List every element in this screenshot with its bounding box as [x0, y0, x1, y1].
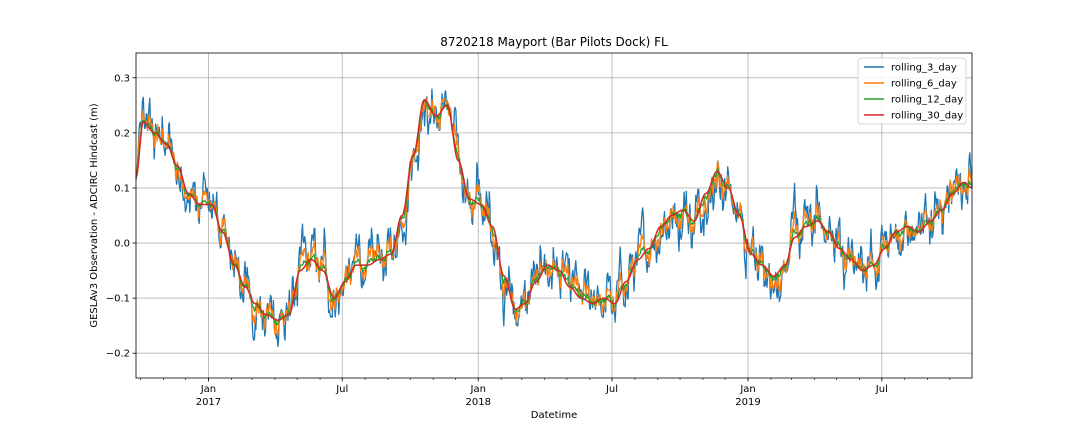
series-lines	[135, 88, 973, 348]
legend-label: rolling_30_day	[891, 111, 963, 122]
y-tick-label: 0.1	[114, 183, 130, 194]
x-tick-label: Jul	[335, 384, 348, 395]
x-axis: Jan 2017 Jul Jan 2018 Jul Jan 2019 Jul	[140, 378, 951, 408]
x-tick-label: Jul	[605, 384, 618, 395]
legend-box	[857, 57, 967, 125]
y-tick-label: 0.2	[114, 128, 130, 139]
grid-lines	[136, 53, 972, 378]
y-tick-label: 0.3	[114, 73, 130, 84]
x-tick-label: Jan	[200, 384, 216, 395]
x-tick-label: Jul	[875, 384, 888, 395]
series-line-rolling-30-day	[135, 99, 973, 321]
chart-title: 8720218 Mayport (Bar Pilots Dock) FL	[440, 35, 668, 49]
y-axis-label: GESLAv3 Observation - ADCIRC Hindcast (m…	[89, 103, 100, 327]
y-tick-label: −0.1	[106, 294, 130, 305]
legend-label: rolling_12_day	[891, 95, 963, 106]
legend: rolling_3_day rolling_6_day rolling_12_day…	[857, 57, 967, 125]
x-tick-year-label: 2018	[466, 397, 491, 408]
y-axis: −0.2 −0.1 0.0 0.1 0.2 0.3	[106, 73, 136, 360]
x-tick-label: Jan	[470, 384, 486, 395]
x-axis-label: Datetime	[531, 410, 578, 421]
y-tick-label: −0.2	[106, 349, 130, 360]
x-tick-year-label: 2019	[735, 397, 760, 408]
y-tick-label: 0.0	[114, 239, 130, 250]
x-tick-year-label: 2017	[196, 397, 221, 408]
plot-frame	[135, 52, 973, 379]
legend-label: rolling_3_day	[891, 63, 957, 74]
legend-label: rolling_6_day	[891, 79, 957, 90]
x-tick-label: Jan	[739, 384, 755, 395]
